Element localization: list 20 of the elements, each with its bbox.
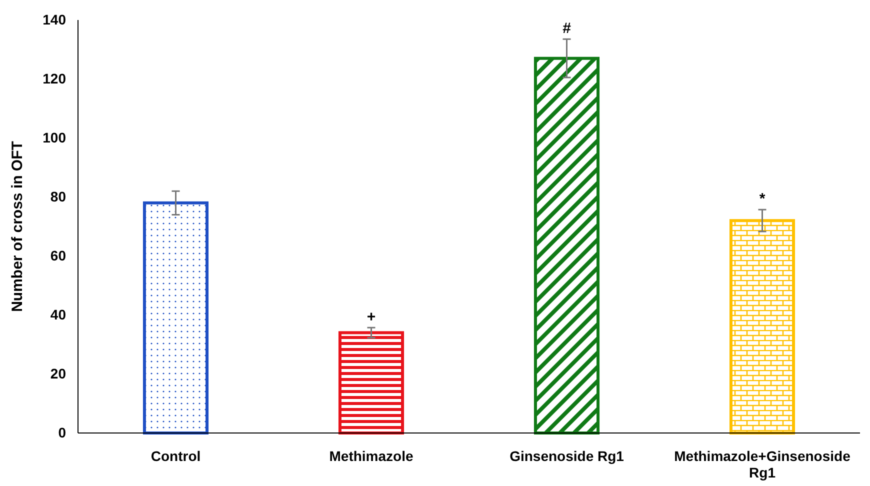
y-tick-label: 20 [50,365,66,382]
bar [338,331,404,434]
annotation: * [759,190,766,208]
bar [534,56,600,434]
annotation: + [366,308,376,326]
y-tick-label: 40 [50,306,66,322]
y-tick-label: 140 [42,11,66,28]
x-tick-label: Methimazole [329,448,414,464]
y-tick-label: 0 [58,424,66,440]
annotation: # [562,20,572,38]
y-tick-label: 80 [50,188,66,204]
y-tick-label: 120 [42,70,66,86]
x-tick-label: Methimazole+Ginsenoside Rg1 [674,448,851,481]
y-axis-title: Number of cross in OFT [9,141,26,312]
x-tick-label: Ginsenoside Rg1 [510,448,624,464]
y-tick-label: 100 [42,129,66,146]
bar [729,219,796,434]
bar [142,201,209,434]
x-tick-label: Control [150,448,201,464]
y-tick-label: 60 [50,247,66,264]
